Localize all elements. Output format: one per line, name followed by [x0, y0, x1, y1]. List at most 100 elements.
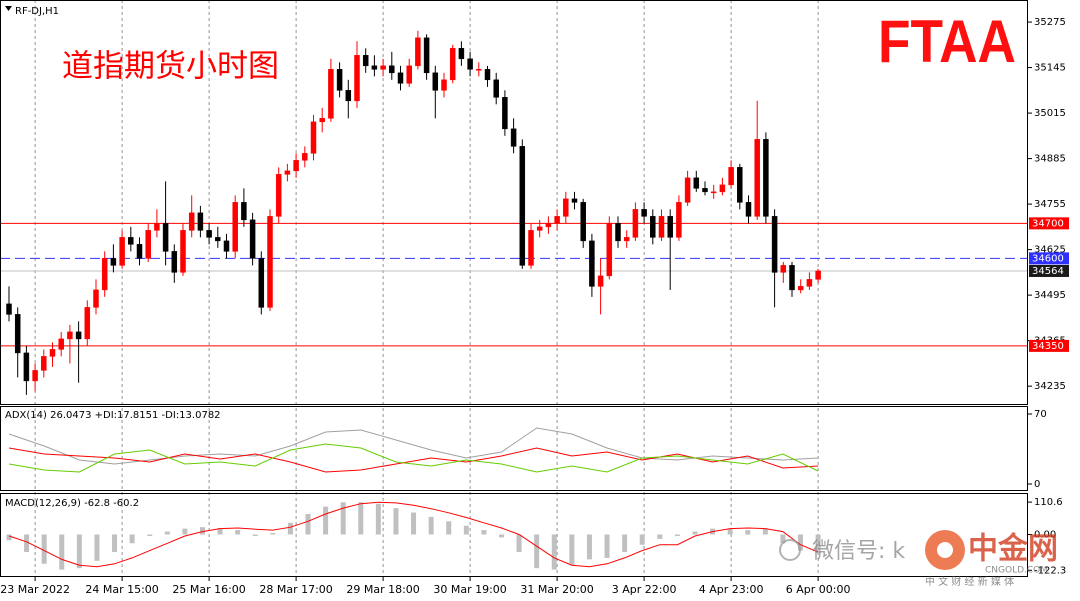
candle-body — [519, 146, 526, 266]
candle-body — [41, 356, 47, 371]
candle-body — [650, 216, 656, 238]
candle-body — [249, 219, 256, 259]
y-tick-label: 35015 — [1034, 108, 1066, 119]
candle-body — [493, 79, 499, 98]
adx-frame — [0, 406, 1028, 491]
candle-body — [380, 65, 386, 70]
level-label-box — [1029, 217, 1069, 230]
histogram-bar — [199, 527, 205, 535]
level-label: 34700 — [1032, 218, 1064, 229]
candle-body — [258, 258, 265, 308]
wechat-icon — [779, 539, 801, 561]
watermark-slogan: 中 文 财 经 新 媒 体 — [925, 575, 1014, 588]
candle-body — [563, 198, 569, 217]
adx-title: ADX(14) 26.0473 +DI:17.8151 -DI:13.0782 — [5, 410, 221, 421]
candle-body — [128, 237, 134, 245]
candle-body — [641, 209, 647, 217]
candle-body — [67, 331, 73, 340]
candle-body — [32, 370, 38, 382]
level-label: 34350 — [1032, 341, 1064, 352]
histogram-bar — [604, 534, 610, 558]
candle-body — [389, 65, 395, 74]
histogram-bar — [270, 533, 276, 535]
candle-body — [345, 90, 352, 102]
histogram-bar — [305, 513, 311, 535]
x-tick-label: 23 Mar 2022 — [0, 583, 70, 596]
candle-body — [571, 198, 578, 203]
candle-body — [737, 167, 743, 203]
candle-body — [371, 65, 378, 70]
symbol: RF-DJ,H1 — [15, 6, 59, 17]
candle-body — [710, 191, 717, 194]
candle-body — [789, 265, 795, 291]
histogram-bar — [235, 530, 241, 535]
indicator-line — [8, 443, 819, 473]
logo: FTAA — [878, 8, 1016, 75]
candle-body — [188, 212, 195, 231]
candle-body — [528, 230, 534, 266]
candle-body — [484, 69, 491, 81]
histogram-bar — [762, 528, 768, 535]
y-tick-label: 34885 — [1034, 154, 1066, 165]
symbol-icon — [5, 6, 12, 11]
histogram-bar — [340, 502, 346, 535]
indicator-line — [8, 427, 819, 465]
histogram-bar — [534, 534, 540, 569]
y-tick-label: 0.00 — [1034, 529, 1056, 540]
candle-body — [362, 55, 369, 67]
macd-frame — [0, 493, 1028, 577]
candle-body — [284, 170, 291, 175]
candle-body — [510, 128, 517, 147]
level-label: 34600 — [1032, 253, 1064, 264]
candle-body — [545, 223, 552, 228]
candle-body — [223, 240, 230, 252]
histogram-bar — [815, 534, 821, 553]
y-tick-label: 34755 — [1034, 199, 1066, 210]
candle-body — [728, 167, 734, 186]
candle-body — [815, 270, 821, 280]
histogram-bar — [287, 522, 293, 535]
candle-body — [354, 55, 360, 102]
candle-body — [658, 216, 665, 238]
histogram-bar — [639, 534, 645, 545]
candle-body — [310, 121, 317, 154]
histogram-bar — [657, 534, 663, 539]
y-tick-label: 34625 — [1034, 245, 1066, 256]
candle-body — [458, 48, 465, 60]
x-tick-label: 4 Apr 23:00 — [699, 583, 764, 596]
axis: 23 Mar 2022 24 Mar 15:00 25 Mar 16:00 28 Ma… — [0, 17, 1069, 596]
histogram-bar — [147, 534, 153, 536]
y-tick-label: 35145 — [1034, 63, 1066, 74]
candle-body — [23, 352, 30, 382]
histogram-bar — [375, 503, 381, 535]
y-tick-label: 34235 — [1034, 381, 1066, 392]
candle-body — [441, 79, 447, 91]
x-tick-label: 24 Mar 15:00 — [85, 583, 158, 596]
histogram-bar — [94, 534, 100, 561]
histogram-bar — [551, 534, 557, 570]
histogram-bar — [323, 506, 329, 535]
candle-body — [171, 251, 178, 273]
candle-body — [154, 223, 160, 231]
candle-body — [232, 202, 238, 252]
y-tick-label: -122.3 — [1034, 565, 1066, 576]
candle-body — [197, 212, 204, 231]
histogram-bar — [463, 525, 469, 535]
level-label: 34564 — [1032, 266, 1064, 277]
candle-body — [49, 349, 56, 357]
candle-body — [180, 230, 186, 273]
candle-body — [328, 69, 334, 119]
candle-body — [275, 174, 282, 217]
histogram-bar — [780, 534, 786, 544]
histogram-bar — [798, 534, 804, 551]
candle-body — [606, 223, 613, 277]
main-frame — [0, 0, 1028, 405]
histogram-bar — [76, 534, 82, 569]
x-tick-label: 28 Mar 17:00 — [259, 583, 332, 596]
candle-body — [502, 97, 508, 130]
candle-body — [162, 223, 169, 252]
candle-body — [206, 230, 212, 238]
histogram-bar — [6, 534, 12, 541]
